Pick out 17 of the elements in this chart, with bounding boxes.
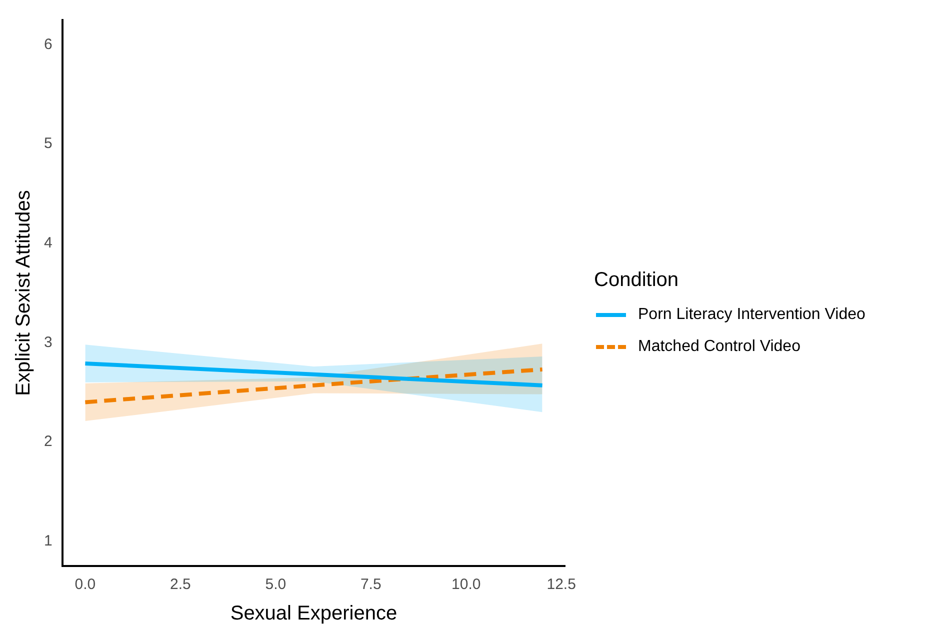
- x-tick-label: 12.5: [546, 576, 576, 594]
- x-tick-label: 5.0: [265, 576, 286, 594]
- y-tick-label: 6: [44, 36, 52, 53]
- y-tick-label: 4: [44, 234, 52, 252]
- y-tick-label: 2: [44, 433, 52, 450]
- y-tick-label: 1: [44, 532, 52, 550]
- legend-label: Porn Literacy Intervention Video: [638, 306, 866, 324]
- y-axis-title: Explicit Sexist Attitudes: [12, 190, 35, 396]
- legend-label: Matched Control Video: [638, 338, 800, 356]
- legend-title: Condition: [594, 268, 680, 292]
- y-tick-label: 3: [44, 334, 52, 351]
- y-tick-label: 5: [44, 135, 52, 152]
- x-tick-label: 10.0: [452, 576, 481, 594]
- x-axis-title: Sexual Experience: [230, 602, 398, 625]
- x-tick-label: 2.5: [170, 576, 191, 594]
- x-tick-label: 0.0: [74, 576, 96, 594]
- x-tick-label: 7.5: [360, 576, 382, 594]
